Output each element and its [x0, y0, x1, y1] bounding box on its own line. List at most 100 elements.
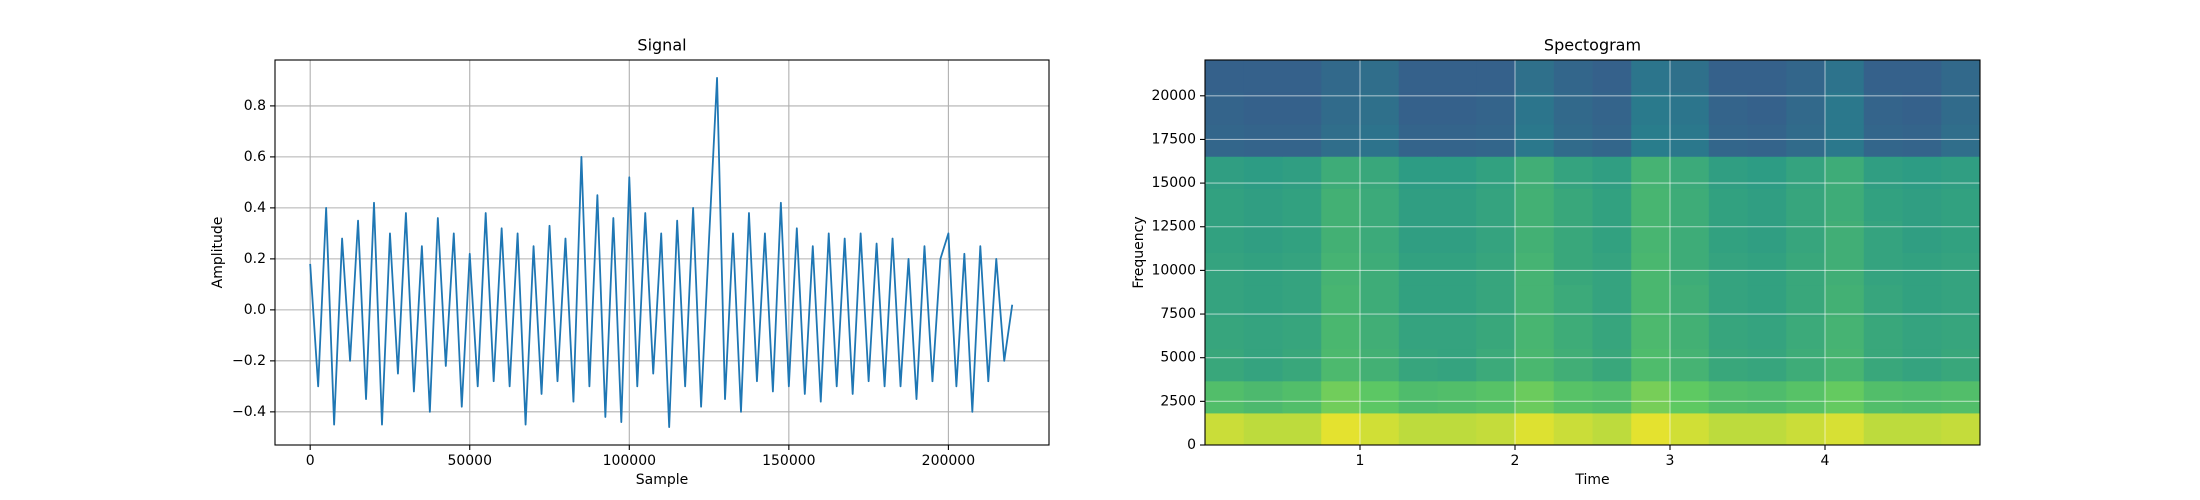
spectrogram-cell	[1553, 284, 1593, 318]
spectrogram-cell	[1670, 412, 1710, 445]
spectrogram-cell	[1321, 92, 1361, 125]
spectrogram-cell	[1902, 188, 1942, 221]
spectrogram-cell	[1476, 220, 1516, 253]
spectrogram-cell	[1282, 316, 1322, 350]
spectrogram-cell	[1592, 60, 1632, 93]
spectrogram-cell	[1786, 156, 1826, 189]
spectrogram-cell	[1515, 380, 1555, 414]
spectrogram-cell	[1282, 284, 1322, 318]
spectrogram-cell	[1205, 220, 1245, 253]
spectrogram-cell	[1476, 412, 1516, 445]
spectrogram-cell	[1476, 380, 1516, 414]
spectrogram-cell	[1592, 348, 1632, 382]
y-tick-label: 0.4	[244, 200, 266, 216]
spectrogram-cell	[1825, 348, 1865, 382]
spectrogram-cell	[1747, 380, 1787, 414]
spectrogram-cell	[1592, 124, 1632, 157]
spectrogram-cell	[1205, 156, 1245, 189]
spectrogram-cell	[1708, 156, 1748, 189]
spectrogram-cell	[1708, 220, 1748, 253]
spectrogram-cell	[1360, 284, 1400, 318]
spectrogram-cell	[1825, 60, 1865, 93]
spectrogram-cell	[1747, 124, 1787, 157]
spectrogram-cell	[1825, 156, 1865, 189]
spectrogram-cell	[1398, 156, 1438, 189]
spectrogram-cell	[1321, 380, 1361, 414]
spectrogram-cell	[1825, 316, 1865, 350]
spectrogram-cell	[1205, 284, 1245, 318]
x-tick-label: 2	[1511, 453, 1520, 469]
spectrogram-cell	[1592, 252, 1632, 286]
spectrogram-cell	[1902, 124, 1942, 157]
y-tick-label: −0.2	[232, 353, 266, 369]
spectrogram-cell	[1631, 124, 1671, 157]
spectrogram-cell	[1360, 220, 1400, 253]
spectrogram-cell	[1747, 92, 1787, 125]
spectrogram-cell	[1825, 92, 1865, 125]
spectrogram-cell	[1321, 124, 1361, 157]
spectrogram-cell	[1631, 156, 1671, 189]
spectrogram-cell	[1631, 252, 1671, 286]
spectrogram-cell	[1476, 348, 1516, 382]
spectrogram-cell	[1205, 92, 1245, 125]
spectrogram-cell	[1398, 124, 1438, 157]
spectrogram-cell	[1670, 188, 1710, 221]
y-tick-label: 0.0	[244, 302, 266, 318]
x-tick-label: 200000	[922, 453, 975, 469]
spectrogram-cell	[1631, 412, 1671, 445]
spectrogram-cell	[1786, 252, 1826, 286]
spectrogram-cell	[1941, 380, 1980, 414]
signal-line	[309, 76, 1014, 429]
spectrogram-cell	[1437, 412, 1477, 445]
spectrogram-cell	[1205, 188, 1245, 221]
spectrogram-cell	[1515, 316, 1555, 350]
spectrogram-cell	[1902, 252, 1942, 286]
spectrogram-cell	[1747, 348, 1787, 382]
spectrogram-cell	[1282, 348, 1322, 382]
spectrogram-cell	[1243, 124, 1283, 157]
spectrogram-cell	[1670, 284, 1710, 318]
spectrogram-cell	[1282, 412, 1322, 445]
spectrogram-cell	[1398, 348, 1438, 382]
spectrogram-cell	[1205, 252, 1245, 286]
spectrogram-cell	[1205, 124, 1245, 157]
spectrogram-cell	[1902, 380, 1942, 414]
spectrogram-cell	[1515, 188, 1555, 221]
spectrogram-cell	[1321, 252, 1361, 286]
spectrogram-cell	[1476, 60, 1516, 93]
spectrogram-cell	[1592, 316, 1632, 350]
spectrogram-cell	[1670, 348, 1710, 382]
spectrogram-cell	[1825, 220, 1865, 253]
spectrogram-cell	[1786, 412, 1826, 445]
spectrogram-cell	[1708, 188, 1748, 221]
spectrogram-cell	[1437, 188, 1477, 221]
spectrogram-cell	[1282, 188, 1322, 221]
spectrogram-cell	[1398, 412, 1438, 445]
spectrogram-cell	[1670, 252, 1710, 286]
spectrogram-cell	[1360, 188, 1400, 221]
spectrogram-cell	[1398, 316, 1438, 350]
spectrogram-cell	[1360, 380, 1400, 414]
y-tick-label: 2500	[1160, 393, 1196, 409]
spectrogram-cell	[1592, 156, 1632, 189]
y-tick-label: 10000	[1151, 262, 1196, 278]
spectrogram-cell	[1747, 60, 1787, 93]
x-tick-label: 150000	[762, 453, 815, 469]
spectrogram-cell	[1243, 60, 1283, 93]
spectrogram-cell	[1437, 348, 1477, 382]
spectrogram-cell	[1708, 412, 1748, 445]
spectrogram-cell	[1863, 412, 1903, 445]
spectrogram-cell	[1398, 284, 1438, 318]
spectrogram-cell	[1825, 380, 1865, 414]
spectrogram-cell	[1670, 316, 1710, 350]
spectrogram-cell	[1863, 284, 1903, 318]
spectrogram-cell	[1592, 412, 1632, 445]
spectrogram-cell	[1825, 252, 1865, 286]
spectrogram-cell	[1398, 92, 1438, 125]
spectrogram-cell	[1321, 156, 1361, 189]
spectrogram-cell	[1902, 284, 1942, 318]
spectrogram-cell	[1863, 156, 1903, 189]
spectrogram-cell	[1398, 252, 1438, 286]
spectrogram-cell	[1825, 412, 1865, 445]
spectrogram-cell	[1243, 284, 1283, 318]
